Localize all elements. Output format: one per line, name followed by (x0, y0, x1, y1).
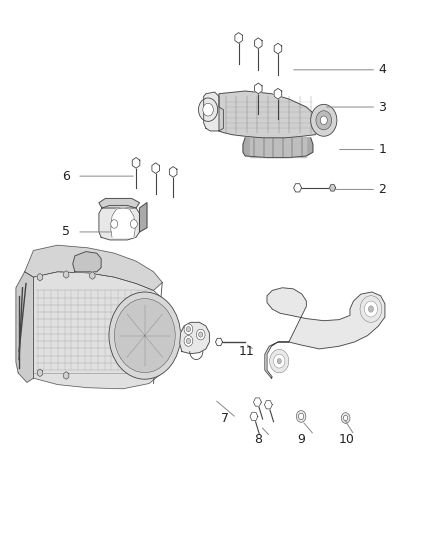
Polygon shape (254, 38, 262, 49)
Polygon shape (265, 288, 385, 378)
Circle shape (186, 338, 191, 344)
Circle shape (270, 350, 289, 373)
Text: 7: 7 (221, 411, 229, 424)
Circle shape (111, 220, 118, 228)
Polygon shape (250, 412, 258, 421)
Circle shape (274, 354, 285, 368)
Polygon shape (99, 205, 140, 240)
Text: 1: 1 (378, 143, 386, 156)
Circle shape (341, 413, 350, 423)
Polygon shape (180, 322, 209, 354)
Polygon shape (25, 245, 162, 290)
Circle shape (198, 332, 203, 337)
Circle shape (184, 336, 193, 346)
Polygon shape (329, 184, 336, 191)
Text: 3: 3 (378, 101, 386, 114)
Text: 9: 9 (297, 433, 305, 446)
Circle shape (129, 316, 161, 355)
Text: 8: 8 (254, 433, 262, 446)
Circle shape (296, 410, 306, 422)
Polygon shape (64, 372, 69, 379)
Polygon shape (99, 198, 140, 208)
Polygon shape (170, 166, 177, 177)
Text: 11: 11 (239, 345, 254, 358)
Circle shape (343, 415, 348, 421)
Polygon shape (64, 271, 69, 278)
Polygon shape (265, 401, 272, 409)
Polygon shape (90, 272, 95, 279)
Polygon shape (274, 88, 282, 99)
Polygon shape (152, 163, 159, 173)
Circle shape (298, 413, 304, 419)
Polygon shape (250, 138, 306, 157)
Polygon shape (132, 158, 140, 168)
Circle shape (184, 324, 193, 335)
Polygon shape (16, 272, 33, 382)
Polygon shape (37, 369, 42, 376)
Polygon shape (274, 43, 282, 54)
Polygon shape (235, 33, 242, 43)
Circle shape (311, 104, 337, 136)
Polygon shape (293, 184, 301, 192)
Circle shape (368, 306, 374, 312)
Polygon shape (33, 272, 162, 389)
Polygon shape (215, 338, 223, 346)
Polygon shape (243, 138, 313, 158)
Circle shape (277, 359, 282, 364)
Circle shape (320, 116, 327, 125)
Circle shape (109, 292, 180, 379)
Circle shape (131, 220, 138, 228)
Circle shape (136, 325, 154, 346)
Text: 4: 4 (378, 63, 386, 76)
Text: 10: 10 (339, 433, 355, 446)
Circle shape (203, 103, 213, 116)
Polygon shape (73, 252, 101, 272)
Polygon shape (254, 83, 262, 94)
Circle shape (316, 111, 332, 130)
Circle shape (121, 308, 168, 364)
Polygon shape (254, 398, 261, 406)
Circle shape (198, 98, 218, 122)
Polygon shape (111, 208, 135, 237)
Circle shape (364, 301, 378, 317)
Polygon shape (140, 203, 147, 232)
Text: 5: 5 (62, 225, 70, 238)
Circle shape (196, 329, 205, 340)
Polygon shape (219, 91, 319, 138)
Circle shape (360, 296, 382, 322)
Circle shape (186, 327, 191, 332)
Polygon shape (204, 92, 223, 131)
Text: 6: 6 (62, 169, 70, 183)
Text: 2: 2 (378, 183, 386, 196)
Circle shape (114, 298, 175, 373)
Polygon shape (37, 273, 42, 281)
